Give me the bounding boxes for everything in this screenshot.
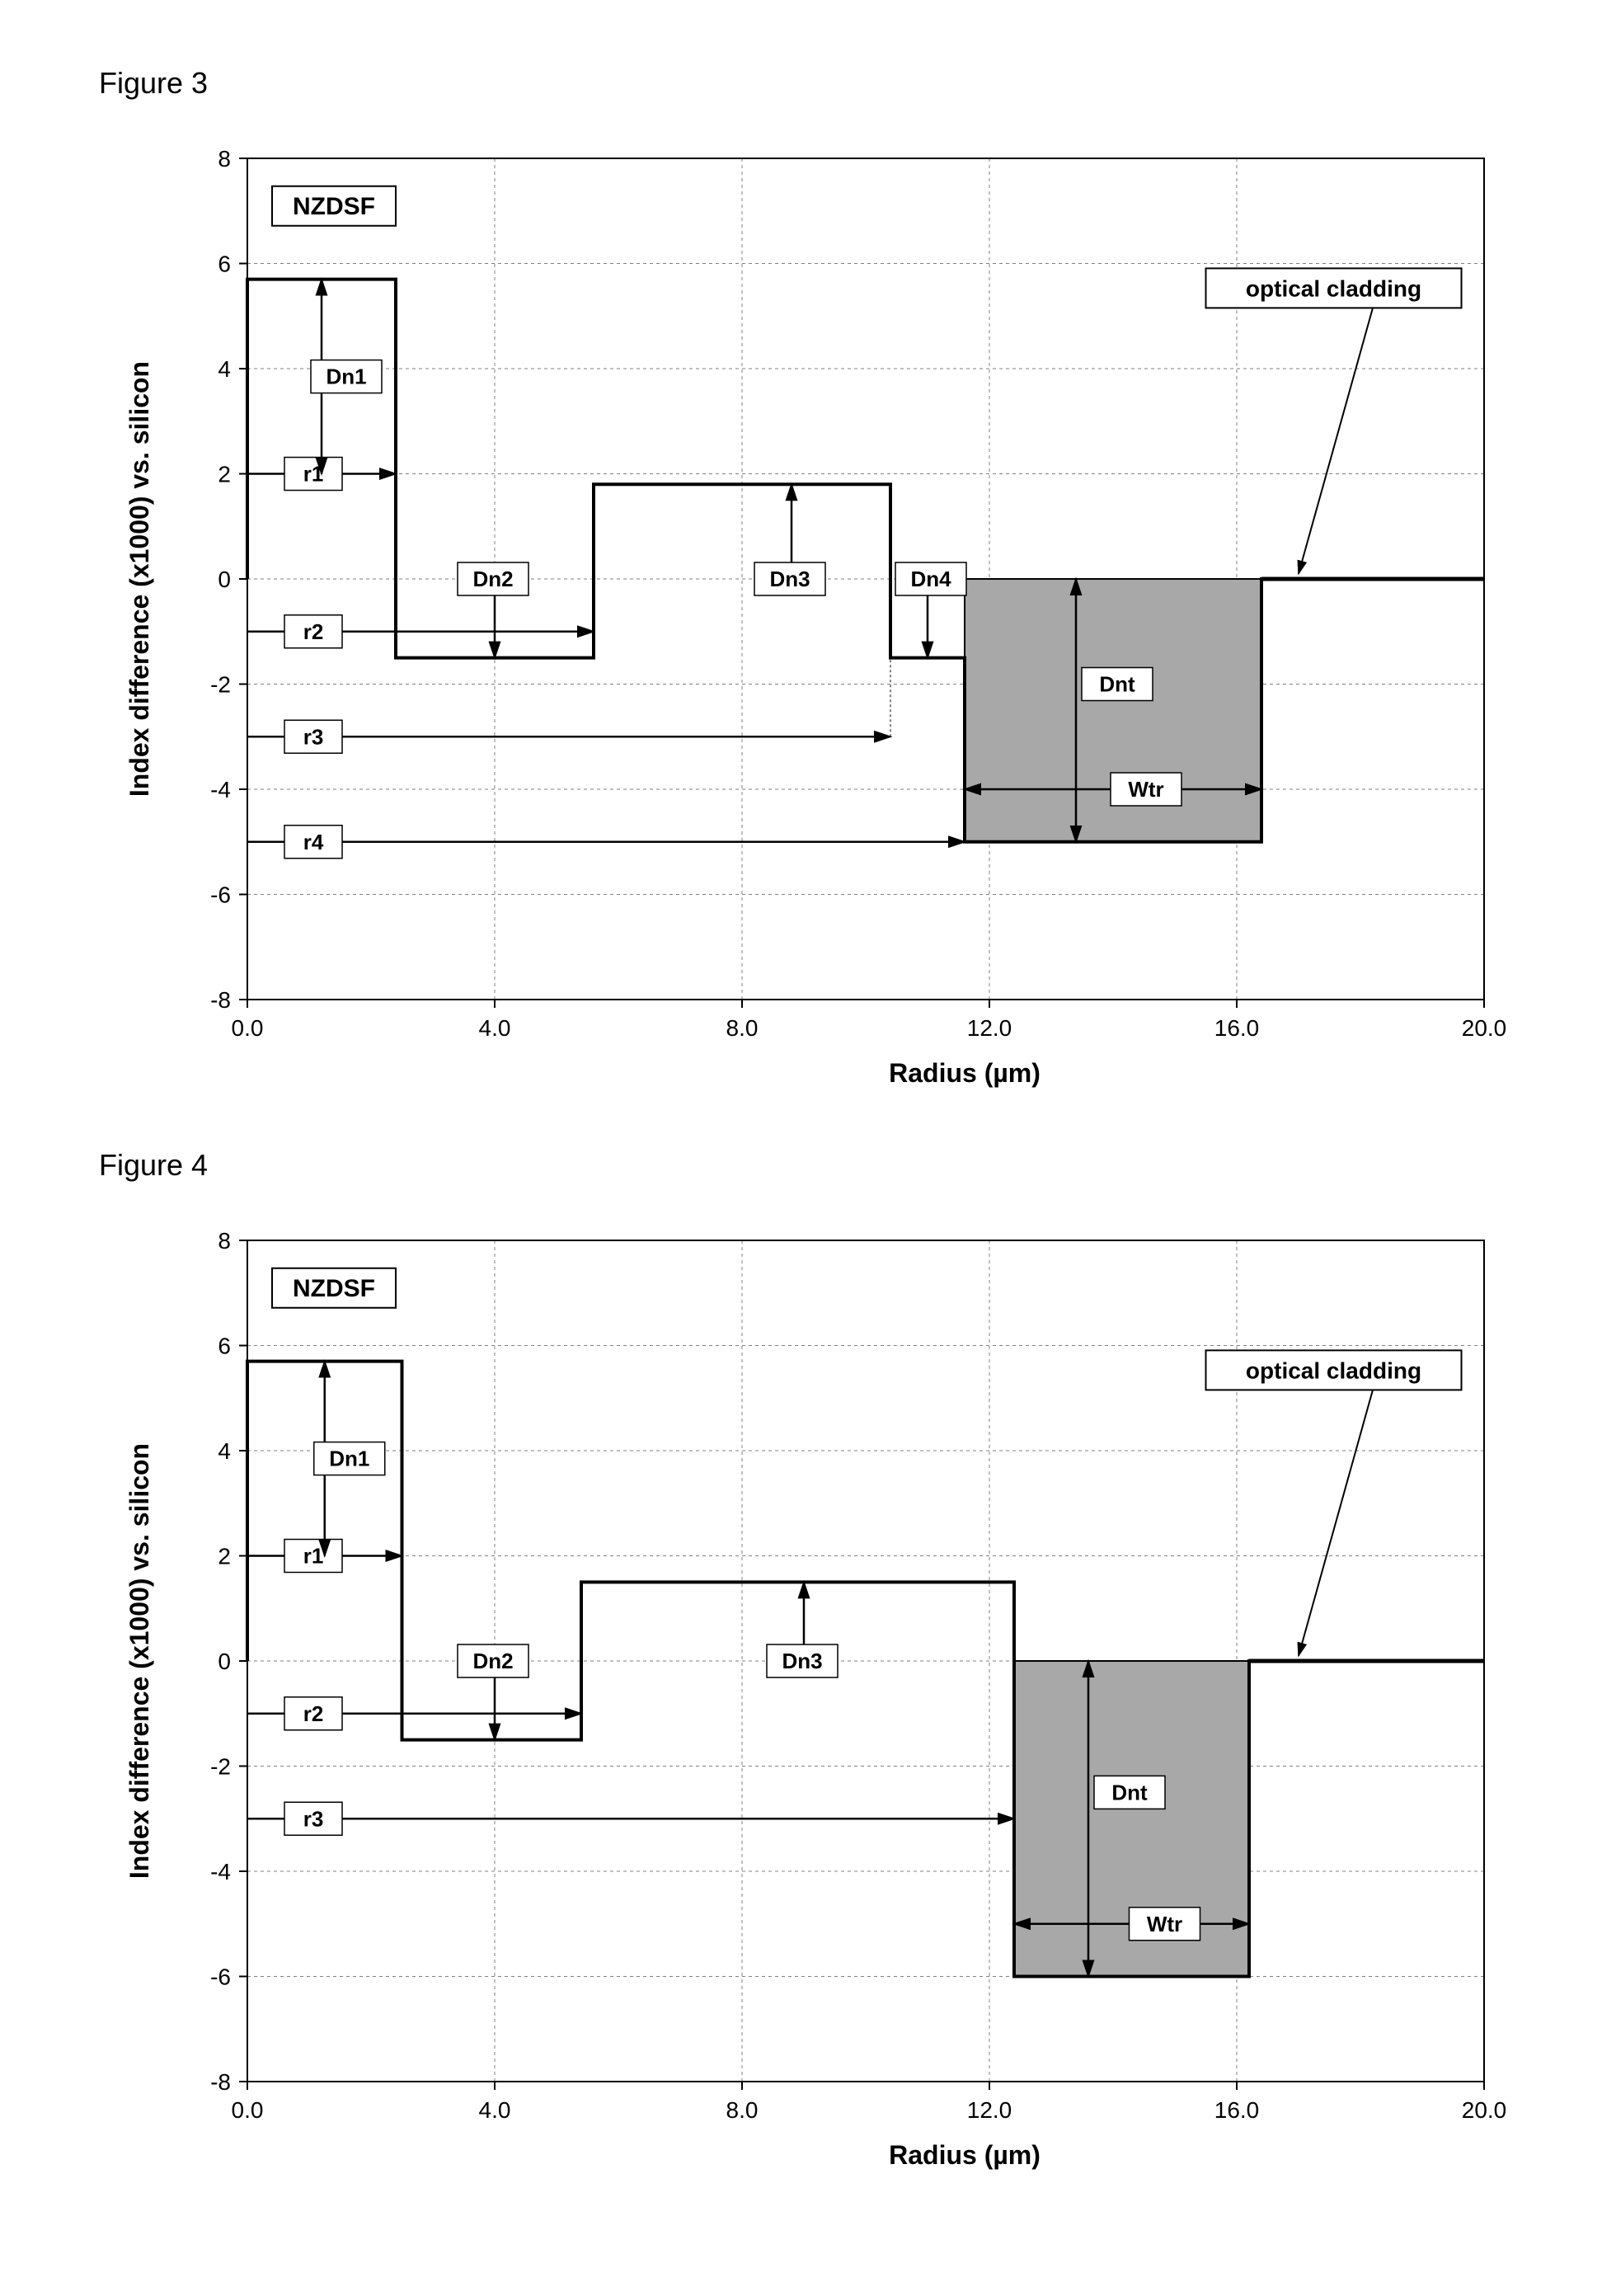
svg-text:-6: -6 (210, 1964, 231, 1990)
svg-text:NZDSF: NZDSF (293, 1275, 375, 1302)
svg-text:2: 2 (218, 1544, 231, 1569)
svg-text:-8: -8 (210, 987, 231, 1013)
svg-text:8.0: 8.0 (726, 2097, 759, 2123)
svg-text:4: 4 (218, 1438, 231, 1464)
figure4-label: Figure 4 (99, 1148, 1567, 1183)
figure3-chart: 0.0 4.0 8.0 12.0 16.0 20.0 -8 -6 -4 -2 0 2 4 6 8 Radius… (99, 125, 1517, 1115)
svg-text:r3: r3 (303, 1806, 324, 1831)
svg-text:0: 0 (218, 1649, 231, 1674)
svg-text:-2: -2 (210, 672, 231, 698)
svg-text:r2: r2 (303, 1701, 324, 1726)
svg-text:Radius (µm): Radius (µm) (889, 2140, 1041, 2170)
svg-text:Index difference (x1000) vs. s: Index difference (x1000) vs. silicon (124, 1443, 154, 1879)
figure4-chart: 0.0 4.0 8.0 12.0 16.0 20.0 -8 -6 -4 -2 0 2 4 6 8 Radius… (99, 1207, 1517, 2197)
svg-text:8: 8 (218, 146, 231, 172)
svg-text:r4: r4 (303, 830, 324, 854)
figure3-label: Figure 3 (99, 66, 1567, 101)
svg-text:16.0: 16.0 (1214, 2097, 1260, 2123)
svg-text:4.0: 4.0 (479, 1015, 511, 1041)
svg-text:12.0: 12.0 (967, 1015, 1012, 1041)
svg-text:Wtr: Wtr (1128, 777, 1163, 802)
svg-text:NZDSF: NZDSF (293, 193, 375, 220)
svg-text:6: 6 (218, 1334, 231, 1359)
svg-text:r2: r2 (303, 619, 324, 644)
svg-text:Index difference (x1000) vs. s: Index difference (x1000) vs. silicon (124, 361, 154, 797)
svg-text:8: 8 (218, 1228, 231, 1254)
svg-text:r1: r1 (303, 1544, 324, 1569)
svg-text:optical cladding: optical cladding (1246, 1357, 1421, 1383)
svg-text:Dn3: Dn3 (782, 1649, 822, 1673)
svg-text:6: 6 (218, 252, 231, 277)
svg-text:Dn3: Dn3 (769, 567, 810, 591)
svg-text:Radius (µm): Radius (µm) (889, 1058, 1041, 1088)
svg-text:4.0: 4.0 (479, 2097, 511, 2123)
svg-text:-4: -4 (210, 777, 231, 802)
svg-text:2: 2 (218, 462, 231, 487)
svg-text:Dn1: Dn1 (326, 365, 366, 389)
svg-text:0.0: 0.0 (232, 2097, 264, 2123)
svg-text:Dnt: Dnt (1099, 672, 1135, 697)
svg-text:optical cladding: optical cladding (1246, 275, 1421, 301)
svg-text:Dnt: Dnt (1111, 1780, 1148, 1804)
svg-text:r1: r1 (303, 462, 324, 487)
svg-text:-2: -2 (210, 1754, 231, 1780)
svg-text:Wtr: Wtr (1147, 1912, 1182, 1936)
svg-text:r3: r3 (303, 724, 324, 749)
svg-text:20.0: 20.0 (1462, 1015, 1507, 1041)
svg-text:0: 0 (218, 567, 231, 592)
svg-text:Dn2: Dn2 (472, 567, 513, 591)
svg-text:Dn2: Dn2 (472, 1649, 513, 1673)
svg-text:-6: -6 (210, 882, 231, 908)
svg-text:4: 4 (218, 356, 231, 382)
svg-text:8.0: 8.0 (726, 1015, 759, 1041)
svg-text:20.0: 20.0 (1462, 2097, 1507, 2123)
svg-text:Dn1: Dn1 (329, 1447, 369, 1471)
svg-text:-8: -8 (210, 2069, 231, 2095)
svg-text:12.0: 12.0 (967, 2097, 1012, 2123)
svg-text:-4: -4 (210, 1859, 231, 1884)
svg-text:Dn4: Dn4 (910, 567, 951, 591)
svg-text:0.0: 0.0 (232, 1015, 264, 1041)
svg-text:16.0: 16.0 (1214, 1015, 1260, 1041)
